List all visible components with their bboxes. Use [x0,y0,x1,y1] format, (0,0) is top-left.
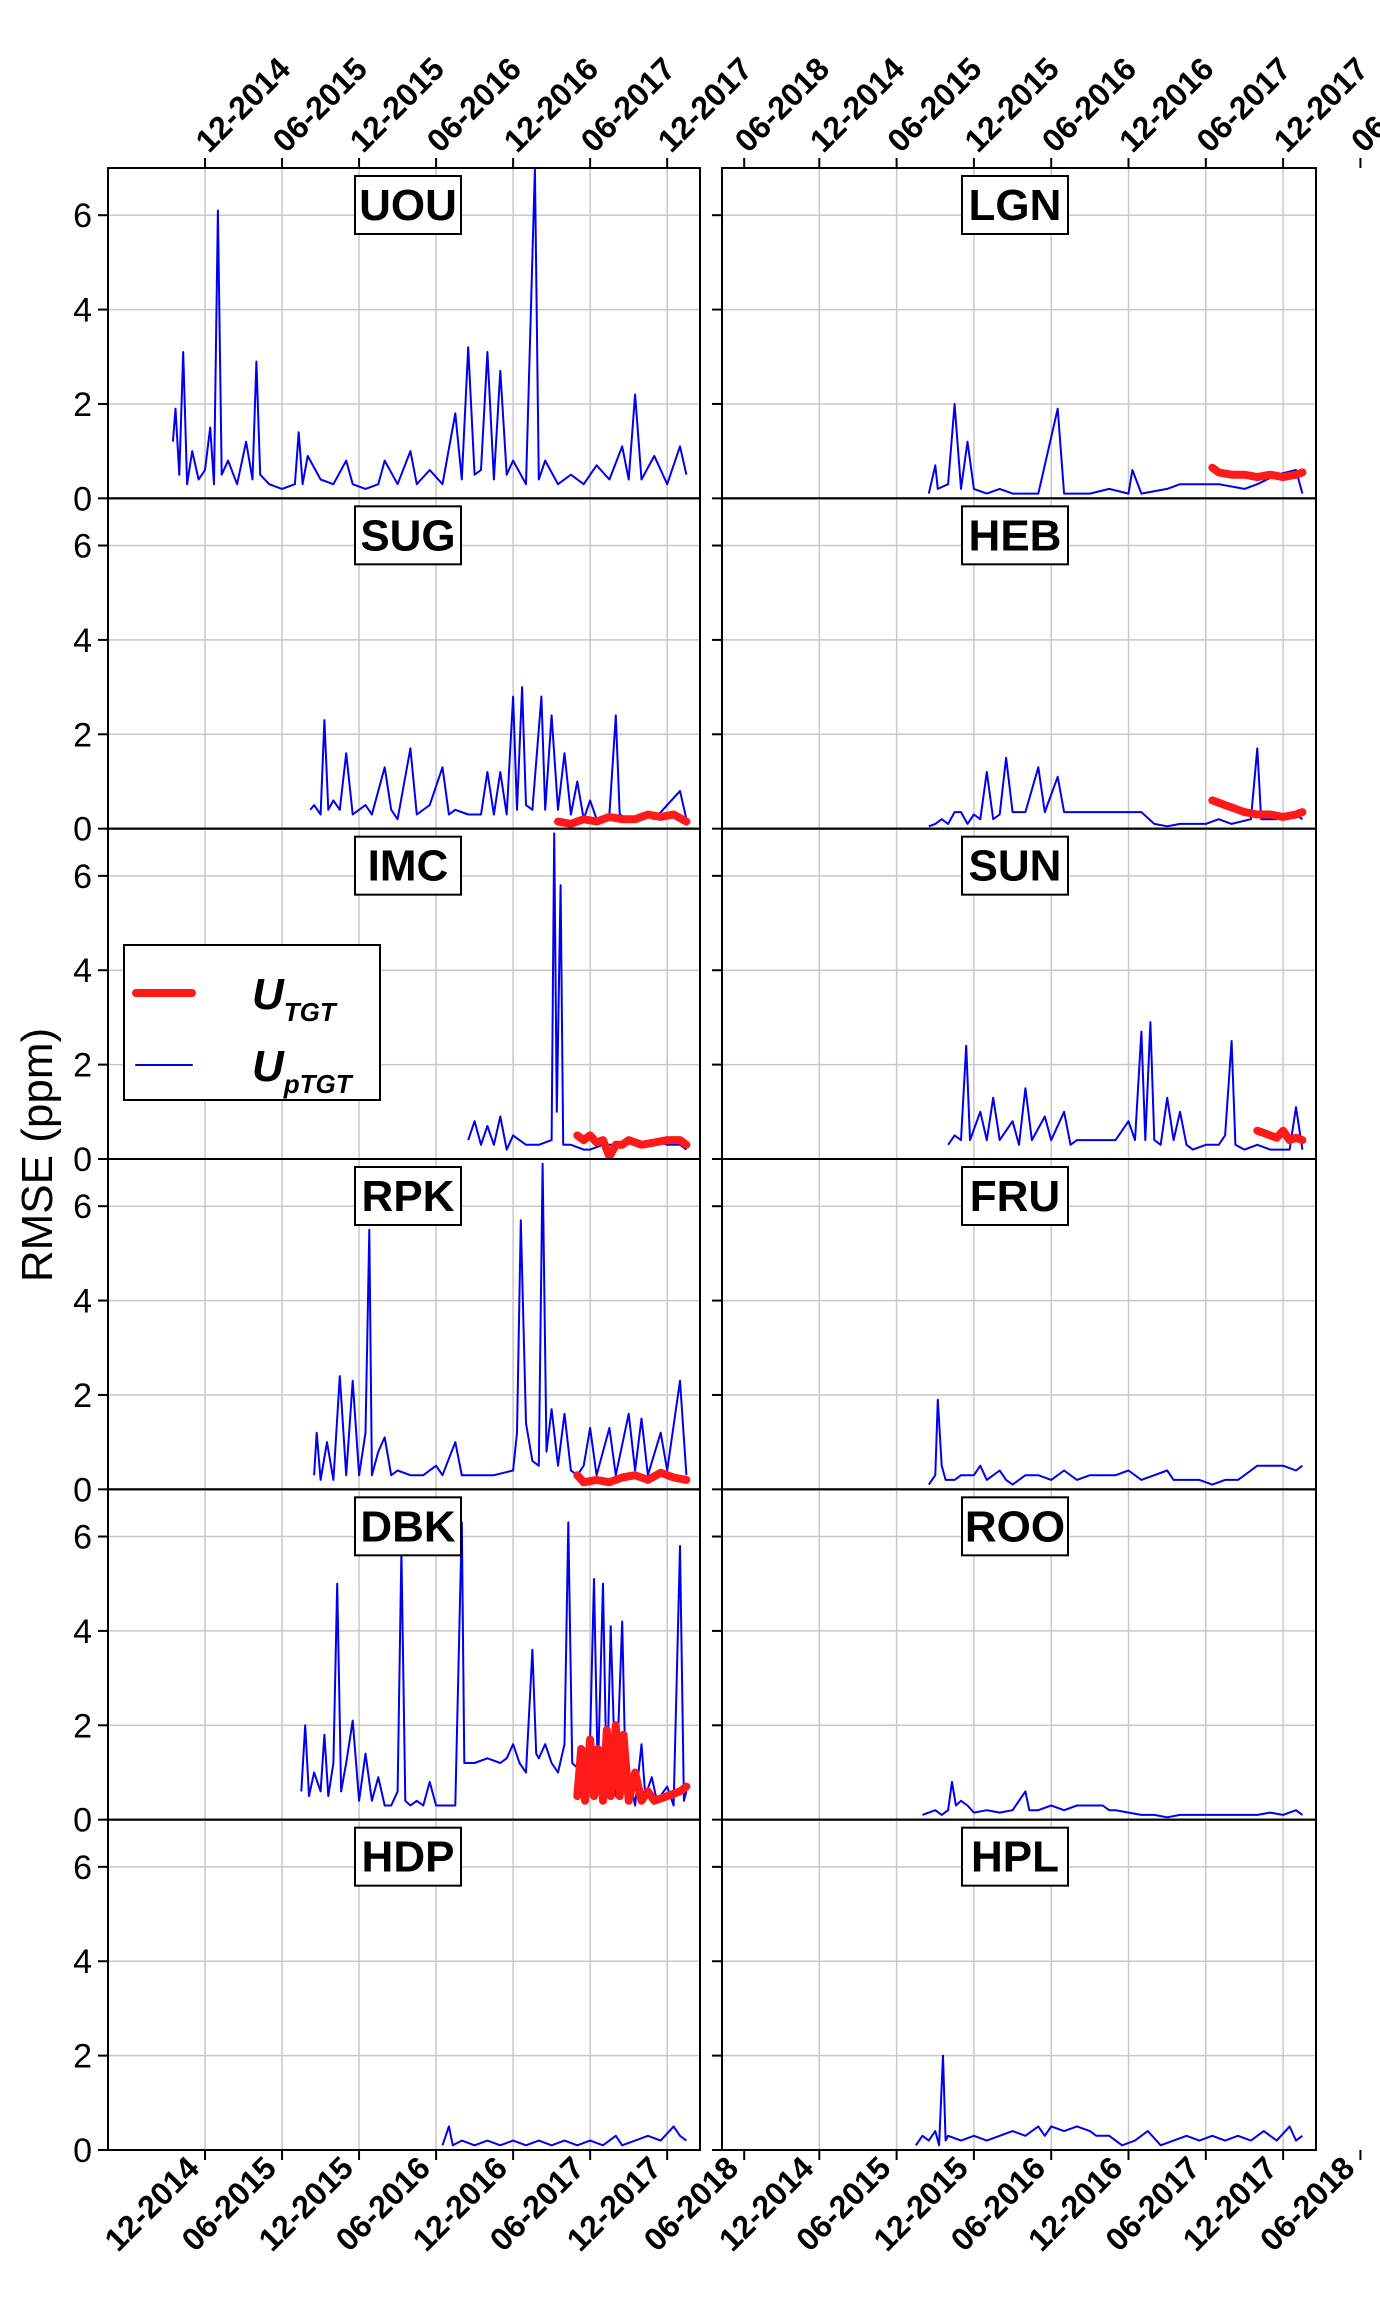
panels: 0 2 4 6 UOU LGN 0 2 4 6 SUG HEB 0 2 4 6 IMC SUN 0 2 4 6 RPK FRU… [73,167,1317,2170]
series-upTGT-line [467,832,687,1151]
station-label: IMC [354,835,462,896]
series-upTGT-line [309,686,688,821]
station-label: RPK [354,1166,462,1226]
series-utgt-line [573,1468,691,1487]
station-label-box [354,175,462,235]
y-tick-label: 2 [73,1377,92,1415]
station-label-text: HPL [971,1833,1059,1882]
y-tick-label: 0 [73,2132,92,2170]
panel-heb: HEB [712,497,1317,830]
y-tick-label: 6 [73,197,92,235]
series-utgt-line [1253,1126,1307,1145]
panel-roo: ROO [712,1488,1317,1821]
series-utgt-line [1208,796,1307,821]
station-label-box [354,835,462,896]
y-tick-label: 6 [73,528,92,566]
series-upTGT-line [171,168,688,490]
panel-frame [107,1818,701,2151]
series-utgt-line [573,1131,691,1160]
y-tick-label: 4 [73,1943,92,1981]
station-label-box [961,1826,1069,1887]
y-tick-label: 6 [73,1188,92,1226]
series-utgt-line [554,810,691,828]
series-upTGT-line [915,2054,1303,2147]
station-label: LGN [961,175,1069,235]
date-axes: 12-201412-201406-201506-201512-201512-20… [97,50,1380,2258]
y-tick-label: 4 [73,952,92,990]
y-tick-label: 2 [73,386,92,424]
station-label: DBK [354,1496,462,1557]
station-label-box [961,505,1069,566]
station-label-text: SUG [360,511,455,560]
panel-hdp: 0 2 4 6 HDP [73,1818,701,2170]
panel-sug: 0 2 4 6 SUG [73,497,701,849]
station-label: UOU [354,175,462,235]
y-tick-label: 2 [73,1707,92,1745]
y-tick-label: 6 [73,1519,92,1557]
panel-uou: 0 2 4 6 UOU [73,167,701,518]
station-label-text: UOU [359,181,457,230]
y-tick-label: 0 [73,1471,92,1509]
legend-subscript: pTGT [283,1069,354,1099]
series-utgt-line [1208,463,1307,482]
panel-frame [721,1818,1317,2151]
legend-subscript: TGT [284,997,338,1027]
y-tick-label: 0 [73,1802,92,1840]
series-upTGT-line [441,2125,687,2147]
series-upTGT-line [927,403,1304,495]
panel-rpk: 0 2 4 6 RPK [73,1158,701,1509]
station-label-box [354,505,462,566]
y-tick-label: 0 [73,811,92,849]
y-tick-label: 4 [73,1283,92,1321]
station-label-text: DBK [360,1502,456,1551]
station-label-box [961,1496,1069,1557]
panel-fru: FRU [712,1158,1317,1491]
y-tick-label: 4 [73,1613,92,1651]
series-upTGT-line [928,747,1303,828]
y-tick-label: 4 [73,292,92,330]
station-label-text: LGN [969,181,1062,230]
station-label-box [961,1166,1069,1226]
station-label-box [354,1496,462,1557]
legend-box [123,944,381,1101]
station-label: HPL [961,1826,1069,1887]
station-label-box [961,175,1069,235]
series-upTGT-line [922,1780,1303,1819]
station-label: HDP [354,1826,462,1887]
station-label: ROO [961,1496,1069,1557]
y-axis-label: RMSE (ppm) [13,1028,62,1282]
y-tick-label: 6 [73,1849,92,1887]
y-tick-label: 0 [73,480,92,518]
panel-sun: SUN [712,827,1317,1161]
station-label-text: ROO [965,1502,1065,1551]
station-label-box [354,1826,462,1887]
station-label-text: HEB [969,511,1062,560]
y-tick-label: 2 [73,2038,92,2076]
panel-hpl: HPL [712,1818,1317,2151]
station-label: SUG [354,505,462,566]
series-upTGT-line [927,1398,1303,1486]
station-label-text: RPK [362,1172,455,1221]
y-tick-label: 6 [73,858,92,896]
station-label: SUN [961,835,1069,896]
series-utgt-line [573,1721,691,1805]
station-label: FRU [961,1166,1069,1226]
station-label-text: SUN [969,842,1062,891]
series-upTGT-line [313,1162,688,1481]
panel-dbk: 0 2 4 6 DBK [73,1488,701,1840]
station-label-box [354,1166,462,1226]
station-label-text: IMC [368,842,449,891]
station-label: HEB [961,505,1069,566]
y-tick-label: 4 [73,622,92,660]
y-tick-label: 0 [73,1141,92,1179]
y-tick-label: 2 [73,716,92,754]
station-label-box [961,835,1069,896]
station-label-text: HDP [362,1833,455,1882]
station-label-text: FRU [970,1172,1060,1221]
y-tick-label: 2 [73,1047,92,1085]
series-upTGT-line [947,1021,1304,1151]
panel-lgn: LGN [712,167,1317,500]
